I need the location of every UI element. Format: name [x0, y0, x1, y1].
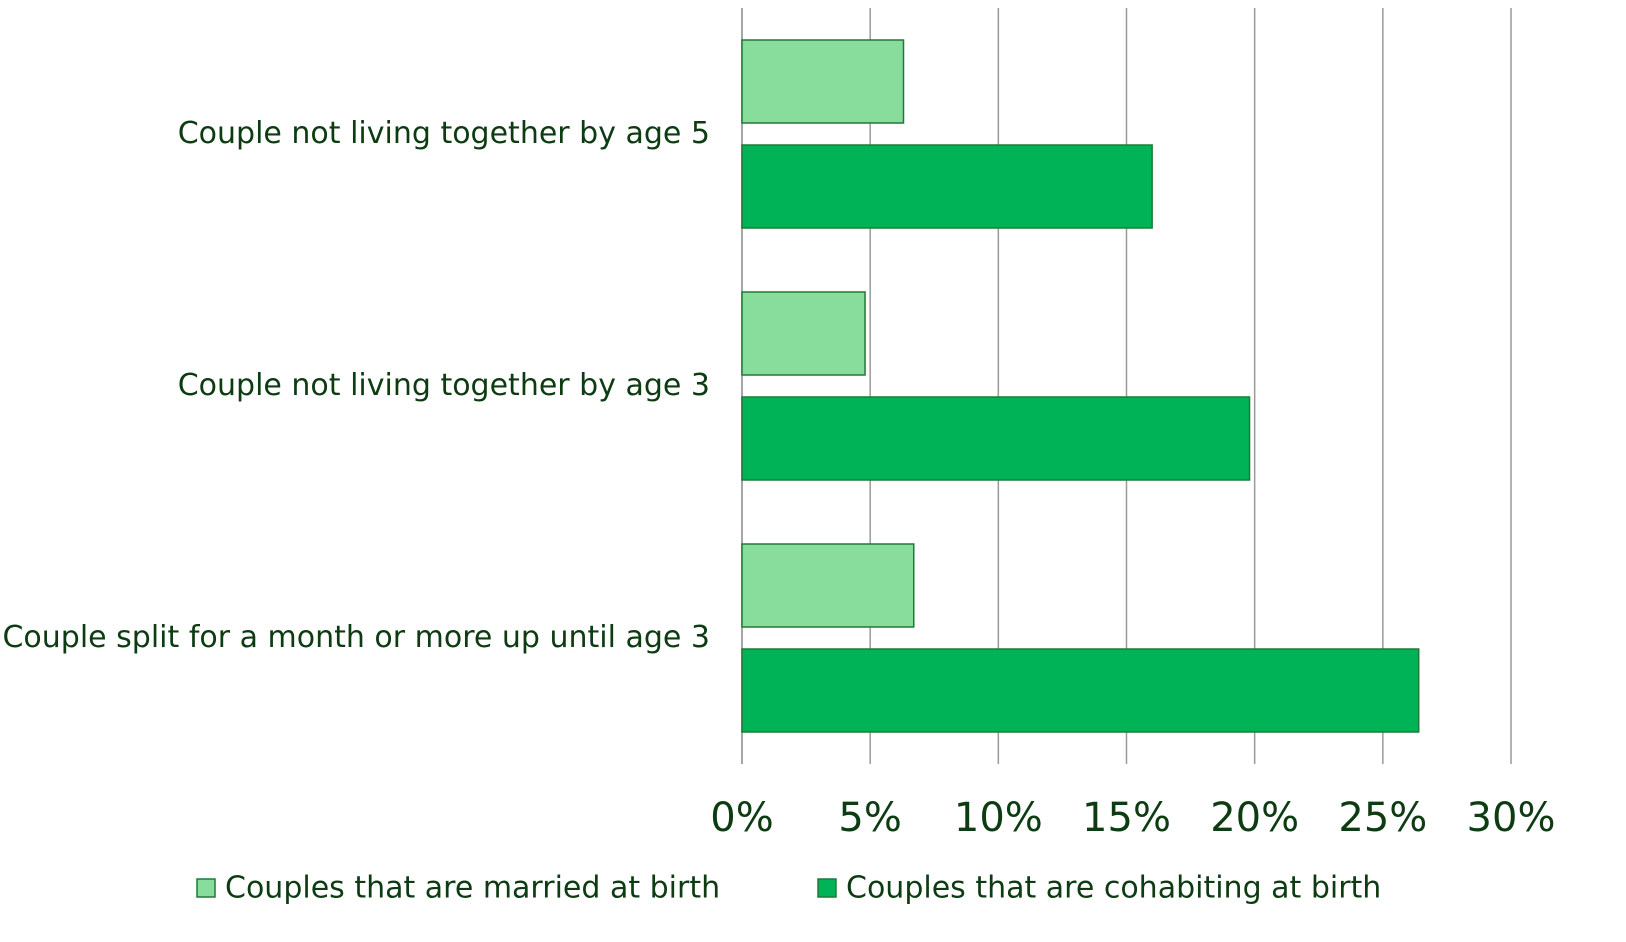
x-tick-label: 25% — [1338, 795, 1427, 841]
x-tick-label: 15% — [1082, 795, 1171, 841]
category-text: Couple not living together by age 5 — [177, 116, 710, 151]
legend-label: Couples that are married at birth — [225, 871, 720, 906]
legend-swatch — [817, 878, 837, 898]
bar — [741, 144, 1153, 229]
legend-swatch — [196, 878, 216, 898]
category-text: Couple split for a month or more up unti… — [2, 620, 710, 655]
x-tick-label: 10% — [954, 795, 1043, 841]
bar — [741, 648, 1420, 733]
x-tick-label: 0% — [710, 795, 773, 841]
category-label: Couple split for a month or more up unti… — [0, 532, 710, 744]
bar — [741, 39, 905, 124]
x-tick-label: 20% — [1210, 795, 1299, 841]
category-label: Couple not living together by age 3 — [0, 280, 710, 492]
x-tick-label: 5% — [838, 795, 901, 841]
bar — [741, 396, 1251, 481]
legend-label: Couples that are cohabiting at birth — [846, 871, 1381, 906]
x-tick-label: 30% — [1467, 795, 1556, 841]
category-text: Couple not living together by age 3 — [177, 368, 710, 403]
bar — [741, 291, 866, 376]
category-label: Couple not living together by age 5 — [0, 28, 710, 240]
bar — [741, 543, 915, 628]
